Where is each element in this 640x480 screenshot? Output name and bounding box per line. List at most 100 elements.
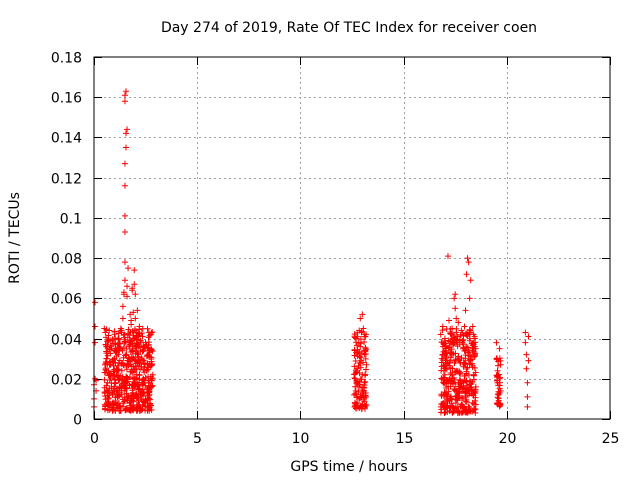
data-point: [121, 228, 128, 235]
data-point: [352, 358, 359, 365]
data-point: [465, 259, 472, 266]
data-point: [452, 350, 459, 357]
data-point: [462, 398, 469, 405]
x-tick-labels: 0 5 10 15 20 25: [90, 431, 619, 447]
data-point: [355, 383, 362, 390]
data-point: [464, 382, 471, 389]
data-point: [494, 367, 501, 374]
data-point: [122, 130, 129, 137]
data-point: [147, 331, 154, 338]
data-point: [105, 387, 112, 394]
data-point: [495, 399, 502, 406]
data-point: [109, 391, 116, 398]
data-point: [127, 311, 134, 318]
data-point: [115, 335, 122, 342]
data-point: [104, 338, 111, 345]
data-point: [361, 351, 368, 358]
data-point: [362, 347, 369, 354]
data-point: [357, 354, 364, 361]
data-point: [466, 408, 473, 415]
data-point: [450, 375, 457, 382]
data-point: [468, 360, 475, 367]
data-point: [441, 409, 448, 416]
data-point: [145, 341, 152, 348]
data-point: [131, 281, 138, 288]
data-point: [356, 327, 363, 334]
data-point: [460, 384, 467, 391]
data-point: [360, 391, 367, 398]
y-tick-label: 0: [73, 413, 82, 429]
data-point: [458, 327, 465, 334]
data-point: [133, 329, 140, 336]
data-point: [455, 390, 462, 397]
data-point: [443, 326, 450, 333]
data-point: [452, 305, 459, 312]
data-point: [356, 396, 363, 403]
y-tick-label: 0.08: [51, 252, 82, 268]
data-point: [133, 394, 140, 401]
data-point: [470, 345, 477, 352]
data-point: [361, 394, 368, 401]
data-point: [144, 325, 151, 332]
data-point: [449, 325, 456, 332]
data-point: [126, 339, 133, 346]
data-point: [121, 98, 128, 105]
data-point: [459, 395, 466, 402]
data-point: [359, 385, 366, 392]
data-point: [124, 293, 131, 300]
data-point: [456, 376, 463, 383]
data-point: [110, 340, 117, 347]
x-tick-label: 20: [499, 431, 517, 447]
data-point: [469, 340, 476, 347]
data-point: [460, 363, 467, 370]
data-point: [358, 405, 365, 412]
data-point: [463, 368, 470, 375]
data-point: [111, 331, 118, 338]
data-point: [472, 397, 479, 404]
data-point: [130, 404, 137, 411]
data-point: [463, 332, 470, 339]
data-point: [441, 404, 448, 411]
data-point: [363, 361, 370, 368]
data-point: [454, 337, 461, 344]
data-point: [112, 379, 119, 386]
data-point: [121, 160, 128, 167]
data-point: [131, 267, 138, 274]
data-point: [130, 309, 137, 316]
y-tick-labels: 0 0.02 0.04 0.06 0.08 0.1 0.12 0.14 0.16 0.18: [51, 51, 82, 429]
data-point: [92, 323, 99, 330]
data-point: [472, 406, 479, 413]
data-point: [127, 402, 134, 409]
x-axis-title: GPS time / hours: [290, 459, 407, 475]
data-point: [120, 291, 127, 298]
data-point: [112, 348, 119, 355]
data-point: [148, 354, 155, 361]
data-point: [144, 352, 151, 359]
data-point: [466, 390, 473, 397]
data-point: [122, 352, 129, 359]
data-point: [101, 325, 108, 332]
data-point: [443, 355, 450, 362]
data-point: [128, 392, 135, 399]
data-point: [120, 361, 127, 368]
data-point: [103, 343, 110, 350]
data-point: [352, 390, 359, 397]
data-point: [463, 409, 470, 416]
data-point: [469, 364, 476, 371]
data-point: [122, 144, 129, 151]
data-point: [525, 357, 532, 364]
data-point: [441, 347, 448, 354]
data-point: [135, 351, 142, 358]
data-point: [129, 287, 136, 294]
data-point: [441, 335, 448, 342]
y-tick-label: 0.04: [51, 333, 82, 349]
data-point: [92, 299, 99, 306]
data-point: [125, 395, 132, 402]
data-point: [353, 380, 360, 387]
data-point: [115, 400, 122, 407]
y-axis-title: ROTI / TECUs: [7, 192, 23, 284]
data-point: [438, 392, 445, 399]
data-point: [448, 400, 455, 407]
data-point: [444, 253, 451, 260]
